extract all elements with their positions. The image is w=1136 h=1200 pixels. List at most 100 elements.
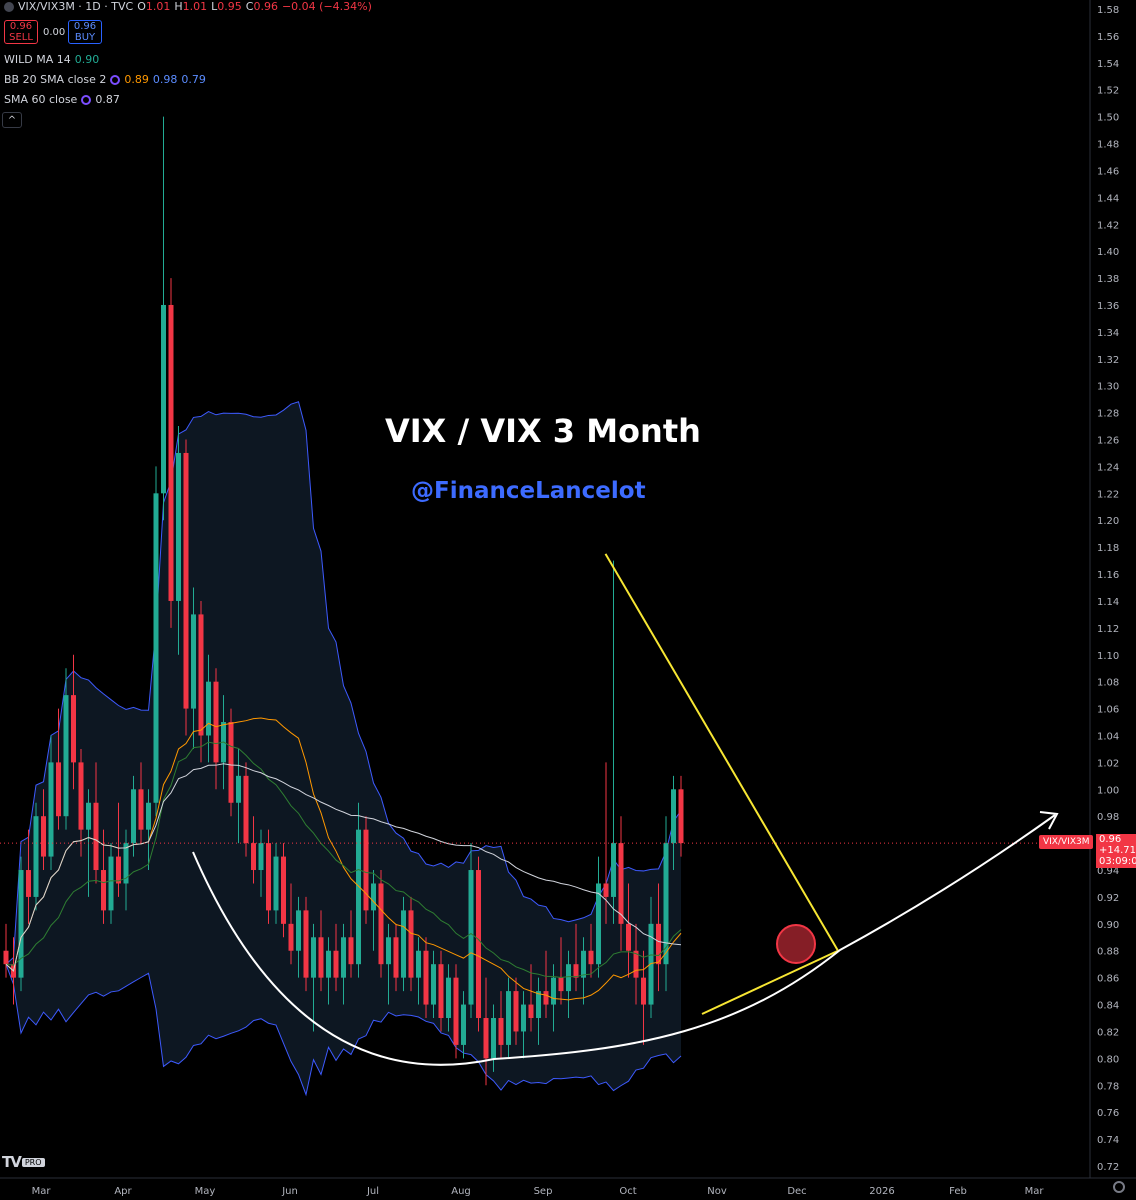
candle-body bbox=[108, 856, 114, 911]
candle-body bbox=[93, 802, 99, 871]
y-tick-label: 0.82 bbox=[1097, 1027, 1119, 1038]
indicator-name: SMA 60 close bbox=[4, 93, 78, 106]
ohlc-item: O1.01 bbox=[137, 0, 170, 13]
x-tick-label: Jul bbox=[366, 1186, 379, 1197]
bollinger-lower-band bbox=[5, 964, 682, 1097]
candle-body bbox=[611, 843, 616, 897]
candle-body bbox=[213, 681, 219, 763]
candle-body bbox=[101, 870, 106, 911]
candle-body bbox=[423, 950, 429, 1005]
candle-body bbox=[641, 977, 646, 1005]
last-price: 0.96 bbox=[1099, 834, 1122, 845]
candle-body bbox=[296, 910, 301, 951]
candle-body bbox=[581, 950, 586, 978]
y-tick-label: 0.92 bbox=[1097, 893, 1119, 904]
y-tick-label: 1.44 bbox=[1097, 193, 1119, 204]
candle-body bbox=[318, 937, 324, 978]
y-tick-label: 1.42 bbox=[1097, 220, 1119, 231]
candle-body bbox=[116, 856, 121, 884]
y-tick-label: 1.12 bbox=[1097, 624, 1119, 635]
candle-body bbox=[626, 923, 631, 951]
y-tick-label: 1.10 bbox=[1097, 651, 1119, 662]
price-change: +14.71% bbox=[1099, 845, 1136, 856]
tradingview-logo-icon: TV bbox=[2, 1153, 22, 1171]
candle-body bbox=[528, 1004, 534, 1019]
ohlc-key: H bbox=[174, 0, 183, 13]
candle-body bbox=[513, 991, 519, 1032]
bollinger-upper-band bbox=[5, 401, 682, 965]
y-tick-label: 1.32 bbox=[1097, 355, 1119, 366]
candle-body bbox=[228, 722, 234, 803]
tradingview-logo[interactable]: TV PRO bbox=[2, 1153, 45, 1171]
candle-body bbox=[618, 843, 624, 924]
candle-body bbox=[48, 762, 54, 857]
last-price-label: 0.96 +14.71% 03:09:06 bbox=[1096, 834, 1136, 868]
candle-body bbox=[191, 614, 196, 709]
y-tick-label: 1.22 bbox=[1097, 489, 1119, 500]
ohlc-item: −0.04 (−4.34%) bbox=[282, 0, 372, 13]
x-tick-label: Jun bbox=[281, 1186, 298, 1197]
candle-body bbox=[483, 1018, 489, 1059]
candle-body bbox=[356, 829, 361, 965]
candle-body bbox=[536, 991, 541, 1019]
yellow-base-line bbox=[701, 949, 839, 1015]
candle-body bbox=[153, 493, 159, 803]
candle-body bbox=[206, 681, 211, 736]
buy-button[interactable]: 0.96 BUY bbox=[68, 20, 102, 44]
y-tick-label: 1.26 bbox=[1097, 436, 1119, 447]
sell-button[interactable]: 0.96 SELL bbox=[4, 20, 38, 44]
candle-body bbox=[491, 1018, 496, 1059]
arrow-head-icon bbox=[1039, 811, 1059, 830]
indicator-row[interactable]: WILD MA 14 0.90 bbox=[4, 53, 99, 66]
symbol-title[interactable]: VIX/VIX3M · 1D · TVC bbox=[18, 0, 134, 13]
indicator-settings-icon[interactable] bbox=[81, 94, 92, 105]
y-tick-label: 1.54 bbox=[1097, 59, 1119, 70]
candle-body bbox=[603, 883, 609, 897]
sell-label: SELL bbox=[9, 32, 33, 43]
wild-ma-line bbox=[5, 741, 682, 979]
red-circle-marker bbox=[776, 924, 816, 965]
y-tick-label: 1.04 bbox=[1097, 731, 1119, 742]
collapse-legend-button[interactable]: ^ bbox=[2, 112, 22, 128]
ohlc-value: 0.96 bbox=[253, 0, 278, 13]
candle-body bbox=[506, 991, 511, 1045]
indicator-row[interactable]: BB 20 SMA close 2 0.89 0.98 0.79 bbox=[4, 73, 206, 86]
candle-body bbox=[663, 843, 669, 965]
y-tick-label: 1.20 bbox=[1097, 516, 1119, 527]
y-tick-label: 0.74 bbox=[1097, 1135, 1119, 1146]
candle-body bbox=[311, 937, 316, 978]
candle-body bbox=[273, 856, 279, 911]
indicator-row[interactable]: SMA 60 close 0.87 bbox=[4, 93, 120, 106]
y-tick-label: 1.58 bbox=[1097, 5, 1119, 16]
candle-body bbox=[453, 977, 459, 1045]
candle-body bbox=[3, 950, 9, 965]
x-tick-label: Sep bbox=[534, 1186, 553, 1197]
y-tick-label: 1.48 bbox=[1097, 140, 1119, 151]
ohlc-value: 0.95 bbox=[217, 0, 242, 13]
candle-body bbox=[243, 775, 249, 844]
ohlc-key: L bbox=[211, 0, 218, 13]
indicator-value: 0.98 bbox=[152, 73, 178, 86]
candle-body bbox=[476, 870, 481, 1019]
candle-body bbox=[543, 991, 549, 1005]
x-tick-label: Dec bbox=[787, 1186, 806, 1197]
x-tick-label: Nov bbox=[707, 1186, 727, 1197]
candle-body bbox=[303, 910, 309, 978]
y-tick-label: 1.14 bbox=[1097, 597, 1119, 608]
candle-body bbox=[78, 762, 84, 830]
chart-settings-gear-icon[interactable] bbox=[1113, 1181, 1125, 1193]
candle-body bbox=[521, 1004, 526, 1032]
candle-body bbox=[431, 964, 436, 1005]
indicator-settings-icon[interactable] bbox=[110, 74, 121, 85]
candle-body bbox=[566, 964, 571, 992]
y-tick-label: 0.78 bbox=[1097, 1081, 1119, 1092]
candle-body bbox=[678, 789, 684, 844]
y-tick-label: 1.46 bbox=[1097, 166, 1119, 177]
bar-countdown: 03:09:06 bbox=[1099, 856, 1136, 867]
candle-body bbox=[131, 789, 136, 844]
x-tick-label: Feb bbox=[949, 1186, 967, 1197]
candle-body bbox=[138, 789, 144, 830]
y-tick-label: 1.02 bbox=[1097, 758, 1119, 769]
x-tick-label: 2026 bbox=[869, 1186, 894, 1197]
